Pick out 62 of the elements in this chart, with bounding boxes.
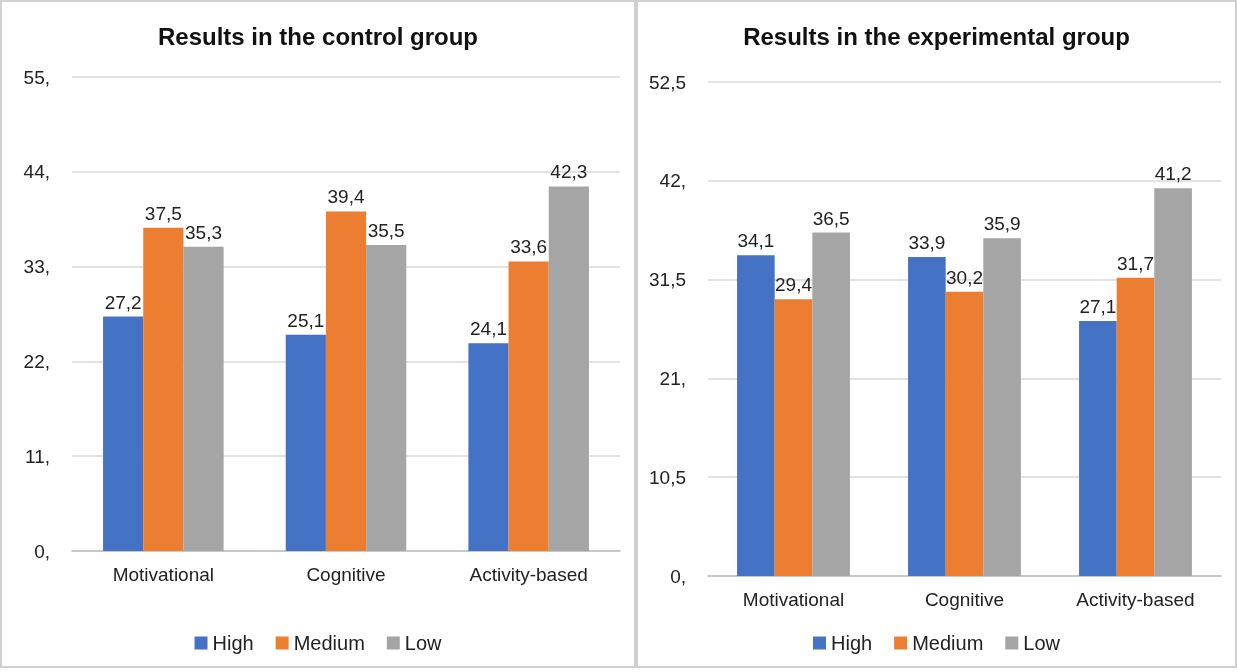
x-tick-label: Motivational — [112, 564, 215, 585]
bar — [908, 257, 946, 576]
legend-label: Medium — [912, 632, 984, 654]
y-tick-label: 42, — [659, 170, 686, 192]
data-label: 29,4 — [775, 274, 813, 296]
bar — [366, 245, 407, 551]
bar — [183, 246, 224, 551]
y-tick-label: 22, — [23, 350, 50, 372]
data-label: 39,4 — [327, 186, 365, 208]
data-label: 42,3 — [550, 161, 588, 183]
y-tick-label: 31,5 — [649, 269, 686, 291]
bar — [812, 232, 850, 576]
y-tick-label: 44, — [23, 161, 50, 183]
data-label: 33,9 — [908, 232, 946, 254]
data-label: 25,1 — [287, 309, 325, 331]
y-tick-label: 52,5 — [649, 71, 686, 93]
data-label: 27,1 — [1079, 296, 1117, 317]
y-tick-label: 55, — [23, 66, 50, 88]
bar — [548, 186, 589, 551]
legend-label: Low — [1023, 632, 1061, 654]
bar — [737, 255, 775, 576]
bar — [945, 291, 984, 576]
data-label: 35,3 — [185, 221, 223, 243]
x-tick-label: Cognitive — [306, 564, 386, 585]
y-tick-label: 0, — [34, 540, 50, 562]
bar — [143, 227, 184, 551]
bar — [325, 211, 367, 551]
bar — [983, 238, 1021, 576]
data-label: 33,6 — [510, 236, 548, 258]
bar — [1079, 321, 1117, 576]
x-tick-label: Cognitive — [924, 589, 1005, 610]
data-label: 27,2 — [104, 291, 142, 313]
data-label: 36,5 — [812, 207, 850, 229]
bar — [103, 316, 144, 551]
data-label: 24,1 — [469, 318, 507, 340]
y-tick-label: 33, — [23, 256, 50, 278]
y-tick-label: 0, — [670, 565, 686, 587]
data-label: 34,1 — [737, 230, 775, 252]
legend-label: Low — [404, 632, 443, 654]
bar — [774, 299, 813, 576]
data-label: 35,9 — [983, 213, 1021, 235]
data-label: 41,2 — [1154, 163, 1192, 185]
y-tick-label: 10,5 — [649, 466, 686, 488]
bar — [285, 334, 326, 551]
legend-label: Medium — [293, 632, 365, 654]
legend-label: High — [212, 632, 254, 654]
y-tick-label: 21, — [659, 367, 686, 389]
data-label: 30,2 — [946, 266, 983, 288]
chart-title: Results in the control group — [157, 22, 479, 50]
bar — [468, 343, 509, 551]
data-label: 31,7 — [1117, 252, 1154, 274]
legend-label: High — [831, 632, 873, 654]
bar — [508, 261, 549, 551]
x-tick-label: Motivational — [742, 589, 845, 610]
bar — [1116, 277, 1155, 576]
data-label: 35,5 — [367, 220, 405, 242]
x-tick-label: Activity-based — [1076, 589, 1195, 610]
data-label: 37,5 — [144, 202, 182, 224]
bar — [1154, 188, 1192, 576]
y-tick-label: 11, — [24, 445, 50, 467]
chart-title: Results in the experimental group — [743, 22, 1130, 50]
x-tick-label: Activity-based — [469, 564, 588, 585]
